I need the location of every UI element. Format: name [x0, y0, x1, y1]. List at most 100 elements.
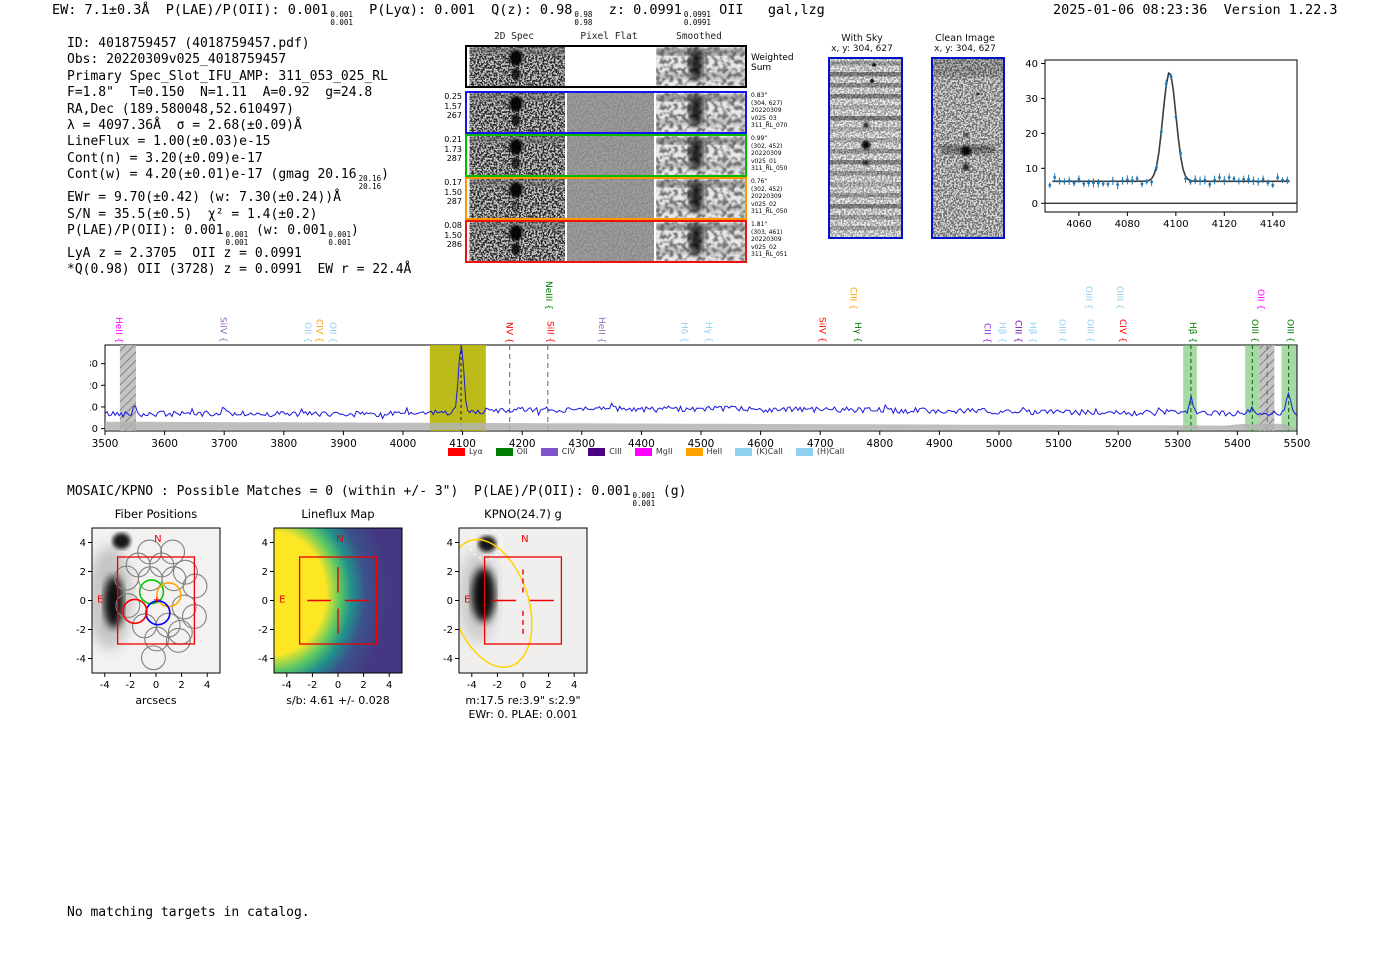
svg-text:40: 40	[1025, 59, 1038, 70]
spectral-line-label-oii: OII {	[302, 322, 313, 343]
svg-text:4080: 4080	[1115, 219, 1140, 227]
svg-text:0: 0	[262, 596, 268, 607]
svg-text:4: 4	[80, 538, 86, 549]
svg-text:-2: -2	[125, 680, 135, 691]
svg-text:0: 0	[520, 680, 526, 691]
info-line-9: Cont(w) = 4.20(±0.01)e-17 (gmag 20.16 20.…	[67, 167, 411, 190]
cutout-title: With Sky x, y: 304, 627	[831, 33, 893, 54]
svg-text:2: 2	[447, 567, 453, 578]
kpno-image-panel: KPNO(24.7) g -4 -2 0 2 4 4 2 0 -2 -4 N Em:17.5 re:3.…	[443, 507, 588, 718]
spectral-line-label-oiii: OIII {	[1082, 286, 1093, 310]
footer-notes: No matching targets in catalog. Row inte…	[67, 874, 310, 953]
svg-text:-4: -4	[76, 654, 86, 665]
text-segment: )	[381, 167, 389, 183]
svg-text:-4: -4	[282, 680, 292, 691]
text-segment: EW: 7.1±0.3Å P(LAE)/P(OII): 0.001	[52, 2, 329, 18]
legend-label: CIV	[561, 447, 576, 456]
text-segment: F=1.8" T=0.150 N=1.11 A=0.92 g=24.8	[67, 85, 373, 101]
info-line-12: P(LAE)/P(OII): 0.001 0.001 0.001 (w: 0.001…	[67, 223, 411, 246]
text-segment: P(LAE)/P(OII): 0.001	[67, 223, 224, 239]
spectral-line-label-oiii: OIII {	[1113, 286, 1124, 310]
svg-text:5400: 5400	[1224, 438, 1251, 450]
spectral-line-label-hγ: Hγ {	[703, 322, 714, 343]
panel-title: Fiber Positions	[115, 507, 198, 521]
info-line-8: Cont(n) = 3.20(±0.09)e-17	[67, 151, 411, 167]
spec2d-row-1	[465, 91, 747, 134]
spectral-line-label-oii: OII {	[1255, 289, 1266, 310]
footer-line-2: Row intentionally blank.	[67, 952, 310, 953]
info-line-7: LineFlux = 1.00(±0.03)e-15	[67, 134, 411, 150]
info-line-10: EWr = 9.70(±0.42) (w: 7.30(±0.24))Å	[67, 190, 411, 206]
row-weight-labels: 0.21 1.73 287	[444, 135, 462, 163]
svg-text:4: 4	[447, 538, 453, 549]
stacked-uncertainty: 0.001 0.001	[330, 10, 353, 27]
kpno-caption-2: EWr: 0, PLAE: 0.001	[468, 708, 577, 718]
svg-text:0: 0	[1032, 199, 1038, 210]
spec2d-cell-flat	[567, 222, 654, 261]
legend-swatch	[495, 447, 513, 456]
svg-text:4: 4	[386, 680, 392, 691]
spec2d-cell-sm	[656, 93, 745, 132]
svg-text:5200: 5200	[1105, 438, 1132, 450]
svg-text:3500: 3500	[92, 438, 119, 450]
spectral-line-label-cii: CII {	[981, 322, 992, 343]
compass-east-label: E	[464, 595, 470, 606]
legend-swatch	[448, 447, 465, 456]
svg-text:-2: -2	[443, 625, 453, 636]
svg-text:4: 4	[262, 538, 268, 549]
svg-text:4140: 4140	[1260, 219, 1285, 227]
text-segment: *Q(0.98) OII (3728) z = 0.0991 EW r = 22…	[67, 262, 412, 278]
legend-label: (H)CaII	[816, 447, 845, 456]
spec2d-cell-flat	[567, 93, 654, 132]
spectral-line-label-hγ: Hγ {	[852, 322, 863, 343]
clean-image	[931, 57, 1005, 239]
spectral-line-label-civ: CIV {	[1116, 319, 1127, 343]
weighted-sum-label: Weighted Sum	[751, 53, 794, 73]
svg-text:0: 0	[153, 680, 159, 691]
info-line-2: Obs: 20220309v025_4018759457	[67, 52, 411, 68]
legend-item-mgii: MgII	[634, 447, 673, 456]
panel-title: Lineflux Map	[301, 507, 374, 521]
svg-text:4600: 4600	[747, 438, 774, 450]
spec2d-cell-2d	[467, 47, 565, 86]
spectral-line-labels: HeII {SiIV {OII {CIV {OII {NV {NeIII {Si…	[90, 253, 1310, 345]
svg-text:30: 30	[1025, 94, 1038, 105]
info-line-11: S/N = 35.5(±0.5) χ² = 1.4(±0.2)	[67, 207, 411, 223]
legend-item-kcaii: (K)CaII	[735, 447, 783, 456]
info-line-6: λ = 4097.36Å σ = 2.68(±0.09)Å	[67, 118, 411, 134]
info-line-13: LyA z = 2.3705 OII z = 0.0991	[67, 246, 411, 262]
svg-text:4800: 4800	[866, 438, 893, 450]
text-segment: )	[350, 223, 359, 239]
detection-info-block: ID: 4018759457 (4018759457.pdf) Obs: 2022…	[67, 36, 411, 279]
lineflux-caption: s/b: 4.61 +/- 0.028	[286, 694, 390, 707]
row-fiber-annotation: 0.76" (302, 452) 20220309 v025_02 311_RL_050	[751, 178, 788, 216]
legend-label: MgII	[655, 447, 673, 456]
legend-item-hcaii: (H)CaII	[795, 447, 845, 456]
svg-text:-2: -2	[258, 625, 268, 636]
text-segment: EWr = 9.70(±0.42) (w: 7.30(±0.24))Å	[67, 190, 341, 206]
legend-label: CIII	[609, 447, 622, 456]
spectral-line-label-oiii: OIII {	[1084, 319, 1095, 343]
header-summary-line: EW: 7.1±0.3Å P(LAE)/P(OII): 0.001 0.001 0.…	[52, 2, 825, 26]
legend-swatch	[588, 447, 606, 456]
spec2d-row-4	[465, 220, 747, 263]
aperture-ellipse	[459, 538, 533, 669]
spectrum-legend: Lyα OII CIV CIII MgII HeII (K)CaII (H)CaII	[448, 447, 844, 456]
legend-item-oii: OII	[495, 447, 528, 456]
text-segment: OII gal,lzg	[710, 2, 825, 18]
svg-text:10: 10	[1025, 164, 1038, 175]
info-line-3: Primary Spec_Slot_IFU_AMP: 311_053_025_R…	[67, 69, 411, 85]
svg-text:2: 2	[262, 567, 268, 578]
spec2d-cell-2d	[467, 136, 565, 175]
svg-text:-2: -2	[307, 680, 317, 691]
svg-text:0: 0	[335, 680, 341, 691]
spec2d-row-2	[465, 134, 747, 177]
info-line-1: ID: 4018759457 (4018759457.pdf)	[67, 36, 411, 52]
svg-text:5300: 5300	[1164, 438, 1191, 450]
svg-text:3900: 3900	[330, 438, 357, 450]
svg-text:4000: 4000	[390, 438, 417, 450]
spec2d-cell-sm	[656, 222, 745, 261]
svg-text:10: 10	[90, 402, 98, 413]
svg-text:0: 0	[92, 424, 98, 435]
